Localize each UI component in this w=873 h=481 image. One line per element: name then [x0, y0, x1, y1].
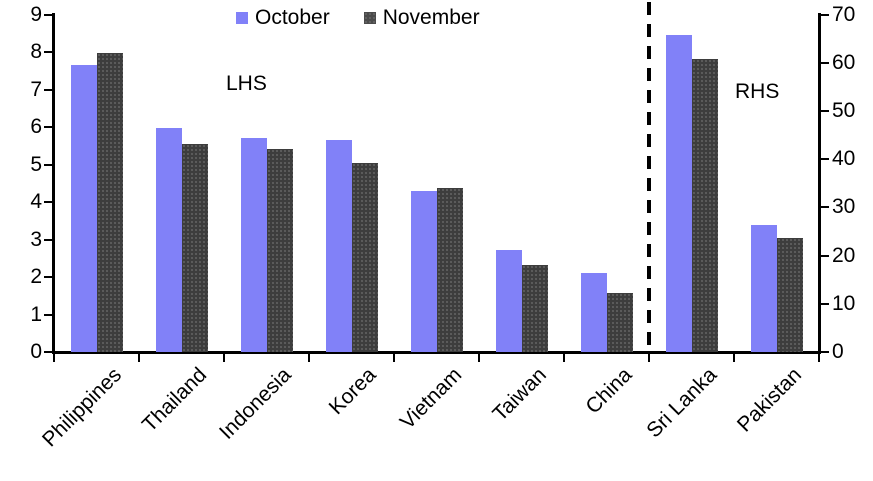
right-axis-tick	[820, 109, 829, 112]
left-axis-tick-label: 3	[30, 227, 42, 251]
october-swatch-icon	[236, 12, 248, 24]
right-axis-tick-label: 10	[832, 291, 856, 315]
right-axis-tick	[820, 351, 829, 353]
right-axis-tick	[820, 61, 829, 64]
category-label-philippines: Philippines	[37, 363, 127, 452]
x-axis-tick	[53, 353, 55, 362]
bar-october-indonesia	[240, 137, 267, 352]
bar-october-thailand	[155, 128, 182, 352]
x-axis-tick	[818, 353, 820, 362]
left-axis-tick-label: 1	[30, 302, 42, 326]
left-axis-tick	[44, 163, 53, 166]
left-axis-tick-label: 0	[30, 340, 42, 363]
right-y-axis-line	[818, 13, 821, 354]
category-label-indonesia: Indonesia	[215, 363, 297, 444]
left-axis-tick-label: 2	[30, 265, 42, 288]
bar-october-korea	[325, 139, 352, 352]
left-axis-annotation: LHS	[226, 72, 267, 95]
left-axis-tick	[44, 238, 53, 241]
left-axis-tick	[44, 201, 53, 203]
category-label-korea: Korea	[325, 363, 382, 420]
left-axis-tick-label: 9	[30, 2, 42, 26]
x-axis-tick	[733, 353, 735, 362]
left-axis-tick-label: 5	[30, 152, 42, 176]
right-axis-tick-label: 30	[832, 195, 856, 219]
lhs-rhs-separator-dashed-line	[647, 2, 651, 352]
bar-november-china	[606, 292, 633, 352]
bar-october-vietnam	[410, 190, 437, 352]
bar-november-korea	[351, 163, 378, 352]
category-label-sri-lanka: Sri Lanka	[642, 363, 722, 443]
bar-november-vietnam	[436, 188, 463, 352]
legend-label-october: October	[255, 6, 330, 29]
category-label-taiwan: Taiwan	[488, 363, 552, 426]
left-axis-tick-label: 7	[30, 77, 42, 101]
right-axis-tick	[820, 158, 829, 161]
legend: October November	[236, 6, 480, 30]
left-axis-tick	[44, 276, 53, 278]
left-axis-tick	[44, 313, 53, 316]
left-axis-tick	[44, 126, 53, 128]
right-axis-tick-label: 70	[832, 2, 856, 26]
bar-november-pakistan	[776, 238, 803, 352]
category-label-pakistan: Pakistan	[732, 363, 807, 437]
x-axis-tick	[478, 353, 480, 362]
right-axis-tick	[820, 13, 829, 16]
bar-october-taiwan	[495, 250, 522, 352]
x-axis-tick	[648, 353, 650, 362]
left-axis-tick	[44, 351, 53, 353]
x-axis-tick	[223, 353, 225, 362]
right-axis-tick	[820, 254, 829, 257]
category-label-china: China	[580, 363, 637, 419]
category-label-vietnam: Vietnam	[395, 363, 467, 434]
left-axis-tick	[44, 13, 53, 16]
left-axis-tick-label: 6	[30, 115, 42, 138]
left-axis-tick	[44, 51, 53, 53]
right-axis-tick-label: 0	[832, 340, 844, 363]
left-axis-tick-label: 4	[30, 190, 42, 213]
right-axis-tick-label: 50	[832, 98, 856, 122]
left-y-axis-line	[52, 13, 55, 354]
bar-october-china	[580, 273, 607, 352]
x-axis-tick	[393, 353, 395, 362]
bar-november-sri-lanka	[691, 58, 718, 352]
left-axis-tick-label: 8	[30, 40, 42, 63]
legend-label-november: November	[382, 6, 480, 29]
right-axis-tick-label: 40	[832, 147, 856, 171]
bar-october-sri-lanka	[665, 35, 692, 352]
x-axis-tick	[138, 353, 140, 362]
bar-october-pakistan	[750, 224, 777, 352]
bar-november-philippines	[96, 53, 123, 352]
right-axis-tick-label: 60	[832, 50, 856, 74]
bar-october-philippines	[70, 65, 97, 352]
bar-november-thailand	[181, 143, 208, 352]
x-axis-tick	[308, 353, 310, 362]
bar-november-indonesia	[266, 148, 293, 352]
x-axis-tick	[563, 353, 565, 362]
left-axis-tick	[44, 88, 53, 91]
november-swatch-icon	[363, 12, 376, 24]
legend-item-october: October	[236, 6, 330, 30]
category-label-thailand: Thailand	[137, 363, 212, 437]
right-axis-tick	[820, 206, 829, 209]
right-axis-annotation: RHS	[735, 80, 780, 103]
legend-item-november: November	[363, 6, 480, 30]
x-axis-line	[52, 351, 821, 354]
bar-november-taiwan	[521, 264, 548, 352]
right-axis-tick-label: 20	[832, 243, 856, 267]
right-axis-tick	[820, 302, 829, 305]
